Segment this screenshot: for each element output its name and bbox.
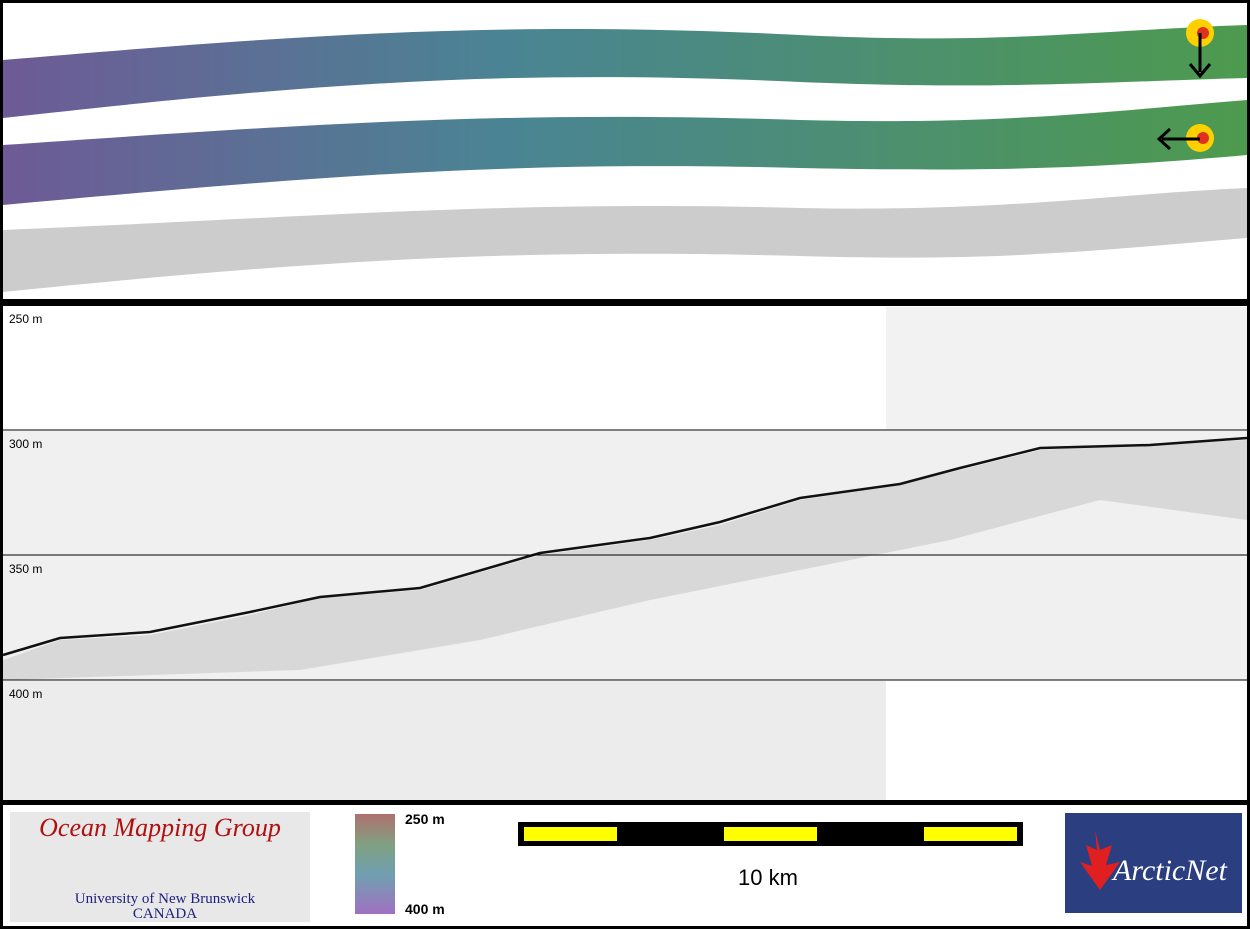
colorbar-label: 250 m <box>405 811 445 827</box>
bathymetry-swath <box>3 100 1247 205</box>
depth-label: 300 m <box>9 437 42 451</box>
scale-label: 10 km <box>738 865 798 890</box>
profile-data <box>886 307 1247 430</box>
bathymetry-swath <box>3 25 1247 118</box>
colorbar <box>355 814 395 914</box>
backscatter-swath <box>3 188 1247 292</box>
ship-marker <box>1156 19 1214 152</box>
scale-bar <box>518 822 1023 846</box>
seafloor-reflector <box>2 436 1248 657</box>
profile-data <box>3 681 886 800</box>
maple-leaf <box>1080 830 1120 890</box>
depth-label: 250 m <box>9 312 42 326</box>
omg-line: CANADA <box>133 906 197 922</box>
omg-title: Ocean Mapping Group <box>39 813 281 842</box>
colorbar-label: 400 m <box>405 901 445 917</box>
depth-label: 350 m <box>9 562 42 576</box>
sediment-layer <box>3 440 1247 680</box>
arcticnet-text: ArcticNet <box>1111 854 1228 887</box>
omg-line: University of New Brunswick <box>75 891 256 907</box>
depth-label: 400 m <box>9 687 42 701</box>
omg-logo <box>10 812 310 922</box>
